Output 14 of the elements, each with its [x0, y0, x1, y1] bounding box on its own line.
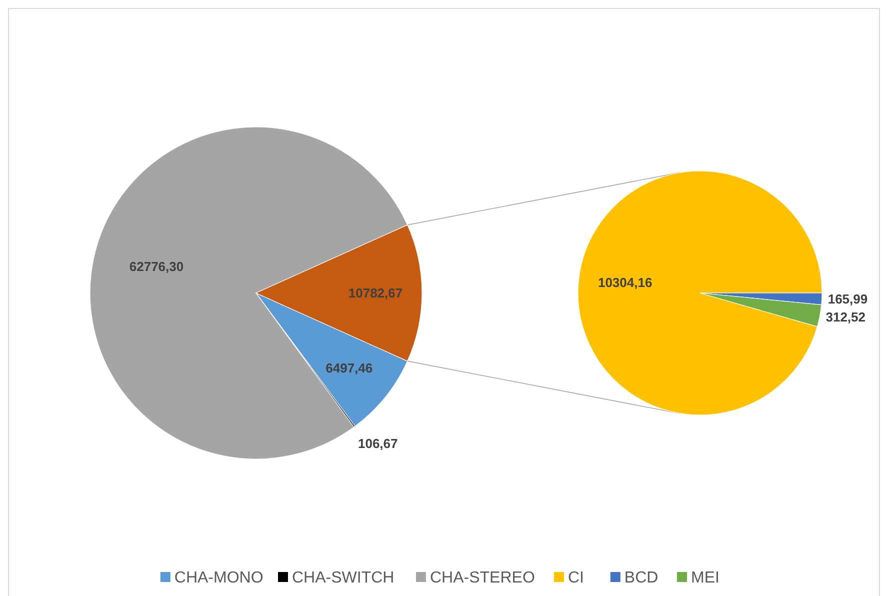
data-label: 106,67: [358, 436, 398, 452]
data-label: 312,52: [826, 309, 866, 324]
legend-label: BCD: [624, 570, 658, 587]
data-label: 6497,46: [326, 360, 373, 376]
pie-slice: [578, 170, 822, 416]
legend-label: CHA-SWITCH: [292, 570, 394, 587]
data-label: 62776,30: [129, 259, 184, 274]
data-label: 10304,16: [598, 275, 652, 290]
legend-label: MEI: [691, 570, 720, 587]
legend-label: CI: [568, 570, 584, 587]
legend-label: CHA-MONO: [174, 570, 264, 587]
data-label: 165,99: [828, 292, 868, 307]
data-label: 10782,67: [348, 286, 403, 301]
legend-label: CHA-STEREO: [430, 570, 535, 587]
